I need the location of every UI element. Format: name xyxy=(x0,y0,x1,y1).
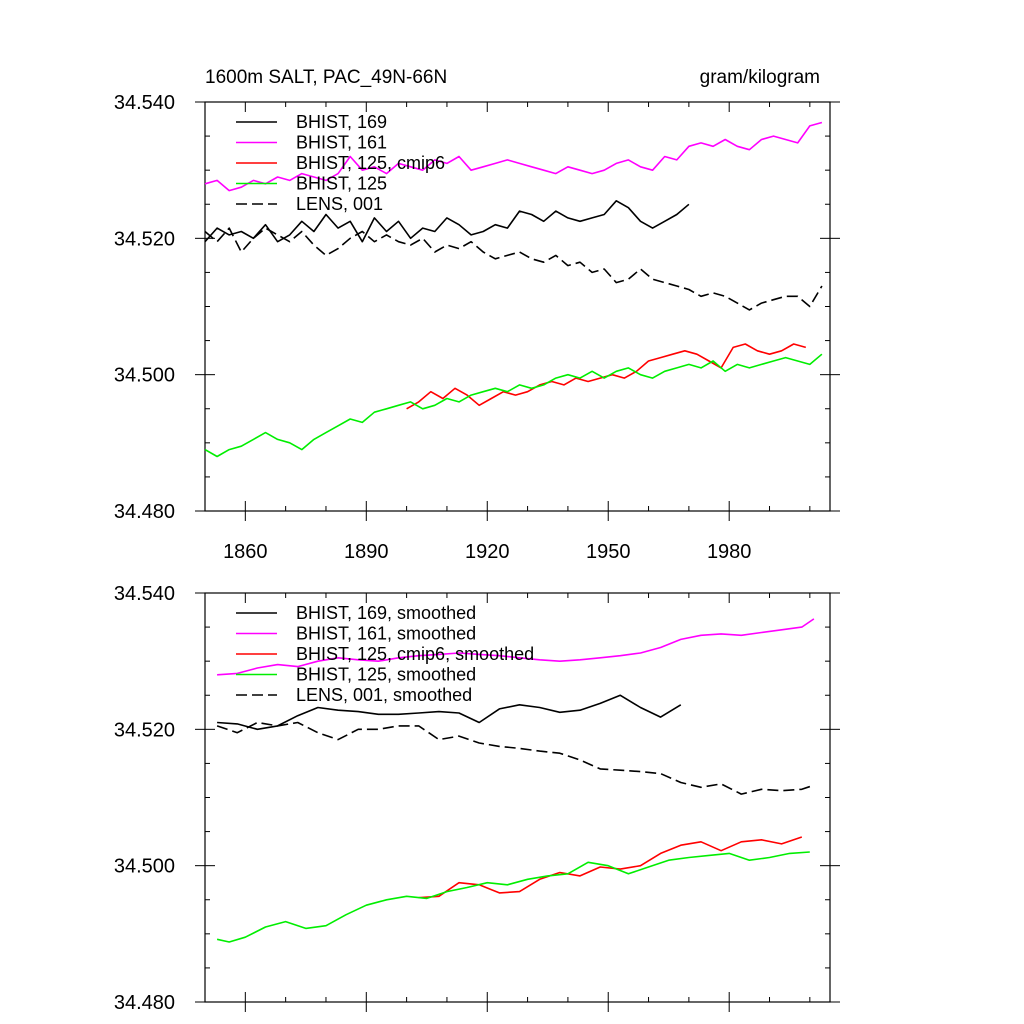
y-tick-label: 34.480 xyxy=(114,501,175,523)
y-tick-label: 34.540 xyxy=(114,92,175,114)
series-line xyxy=(204,121,823,192)
y-tick-label: 34.520 xyxy=(114,719,175,741)
legend-label: BHIST, 125, cmip6 xyxy=(296,153,445,173)
series-line xyxy=(216,721,815,795)
legend-label: BHIST, 161 xyxy=(296,133,387,153)
x-tick-label: 1890 xyxy=(344,541,389,563)
bottom-panel: 34.480 34.500 34.520 34.540 BHIST, 169, smoo… xyxy=(114,583,840,1014)
top-panel: 34.480 34.500 34.520 34.540 1860 1890 1920 1950… xyxy=(114,92,840,563)
legend-label: BHIST, 125, cmip6, smoothed xyxy=(296,644,534,664)
legend-label: BHIST, 169, smoothed xyxy=(296,603,476,623)
units-label: gram/kilogram xyxy=(700,67,820,88)
y-tick-label: 34.540 xyxy=(114,583,175,605)
chart-title: 1600m SALT, PAC_49N-66N xyxy=(205,67,447,88)
legend-label: BHIST, 169 xyxy=(296,112,387,132)
legend-label: LENS, 001, smoothed xyxy=(296,685,472,705)
series-line xyxy=(216,851,810,943)
legend-label: LENS, 001 xyxy=(296,194,383,214)
x-tick-label: 1980 xyxy=(707,541,752,563)
x-tick-label: 1920 xyxy=(465,541,510,563)
series-line xyxy=(217,618,815,676)
y-tick-label: 34.500 xyxy=(114,365,175,387)
y-tick-label: 34.480 xyxy=(114,992,175,1014)
series-line xyxy=(204,353,823,458)
legend-label: BHIST, 125, smoothed xyxy=(296,665,476,685)
x-tick-label: 1860 xyxy=(223,541,268,563)
series-line xyxy=(217,694,682,731)
series-line xyxy=(418,836,803,899)
x-tick-label: 1950 xyxy=(586,541,631,563)
y-tick-label: 34.500 xyxy=(114,856,175,878)
series-line xyxy=(204,227,823,311)
legend-label: BHIST, 125 xyxy=(296,174,387,194)
y-tick-label: 34.520 xyxy=(114,228,175,250)
legend-label: BHIST, 161, smoothed xyxy=(296,624,476,644)
series-line xyxy=(204,200,690,243)
